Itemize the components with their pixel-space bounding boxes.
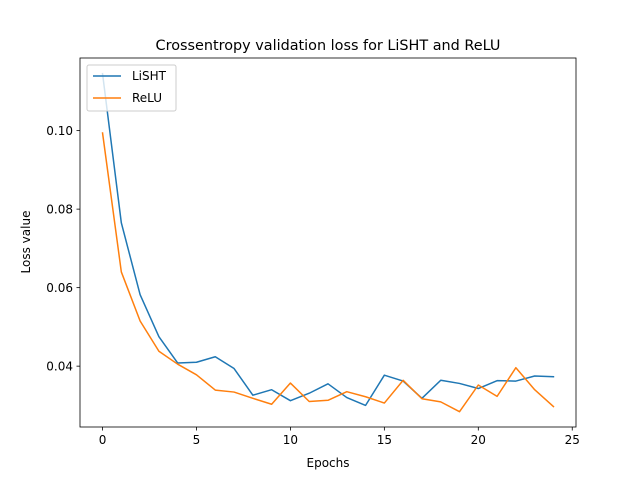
plot-frame: [79, 57, 577, 428]
plot-area: 0 5 10 15 20 25 0.04 0.06 0.08 0.10: [46, 57, 580, 447]
series-group: [101, 72, 555, 413]
x-axis-label: Epochs: [307, 456, 350, 470]
x-tick-label: 25: [565, 433, 580, 447]
x-tick-label: 5: [193, 433, 201, 447]
legend-label-lisht: LiSHT: [132, 69, 167, 83]
chart-title: Crossentropy validation loss for LiSHT a…: [156, 38, 501, 54]
y-tick-label: 0.08: [46, 202, 73, 216]
y-tick-label: 0.06: [46, 281, 73, 295]
legend: LiSHT ReLU: [86, 64, 177, 112]
series-line-relu: [101, 132, 555, 413]
legend-label-relu: ReLU: [132, 91, 162, 105]
y-axis-label: Loss value: [19, 211, 33, 274]
series-line-lisht: [101, 72, 555, 407]
y-tick-label: 0.04: [46, 359, 73, 373]
x-tick-label: 15: [377, 433, 392, 447]
x-tick-label: 0: [99, 433, 107, 447]
plot-background: [80, 58, 576, 427]
y-tick-label: 0.10: [46, 124, 73, 138]
x-axis: 0 5 10 15 20 25: [99, 427, 580, 447]
x-tick-label: 10: [283, 433, 298, 447]
x-tick-label: 20: [471, 433, 486, 447]
y-axis: 0.04 0.06 0.08 0.10: [46, 124, 80, 373]
